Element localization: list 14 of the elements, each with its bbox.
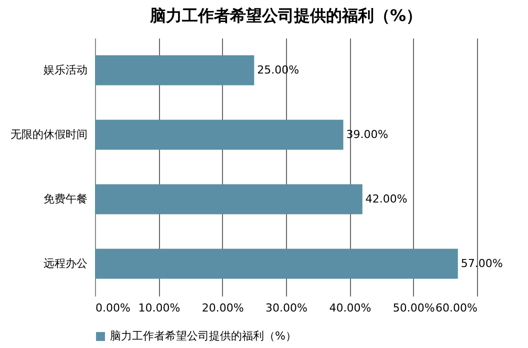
- chart-title: 脑力工作者希望公司提供的福利（%）: [148, 6, 422, 25]
- y-tick-label: 无限的休假时间: [10, 128, 88, 141]
- legend-label: 脑力工作者希望公司提供的福利（%）: [110, 330, 296, 342]
- x-tick-label: 0.00%: [96, 302, 130, 314]
- y-tick-label: 远程办公: [44, 256, 88, 270]
- y-tick-label: 免费午餐: [44, 192, 88, 206]
- x-tick-label: 30.00%: [266, 302, 308, 314]
- x-tick-label: 20.00%: [202, 302, 244, 314]
- x-tick-label: 10.00%: [138, 302, 180, 314]
- x-tick-label: 60.00%: [436, 302, 478, 314]
- x-tick-label: 50.00%: [392, 302, 435, 314]
- x-tick-label: 40.00%: [329, 302, 372, 314]
- y-tick-label: 娱乐活动: [44, 63, 88, 76]
- data-label: 42.00%: [365, 192, 408, 206]
